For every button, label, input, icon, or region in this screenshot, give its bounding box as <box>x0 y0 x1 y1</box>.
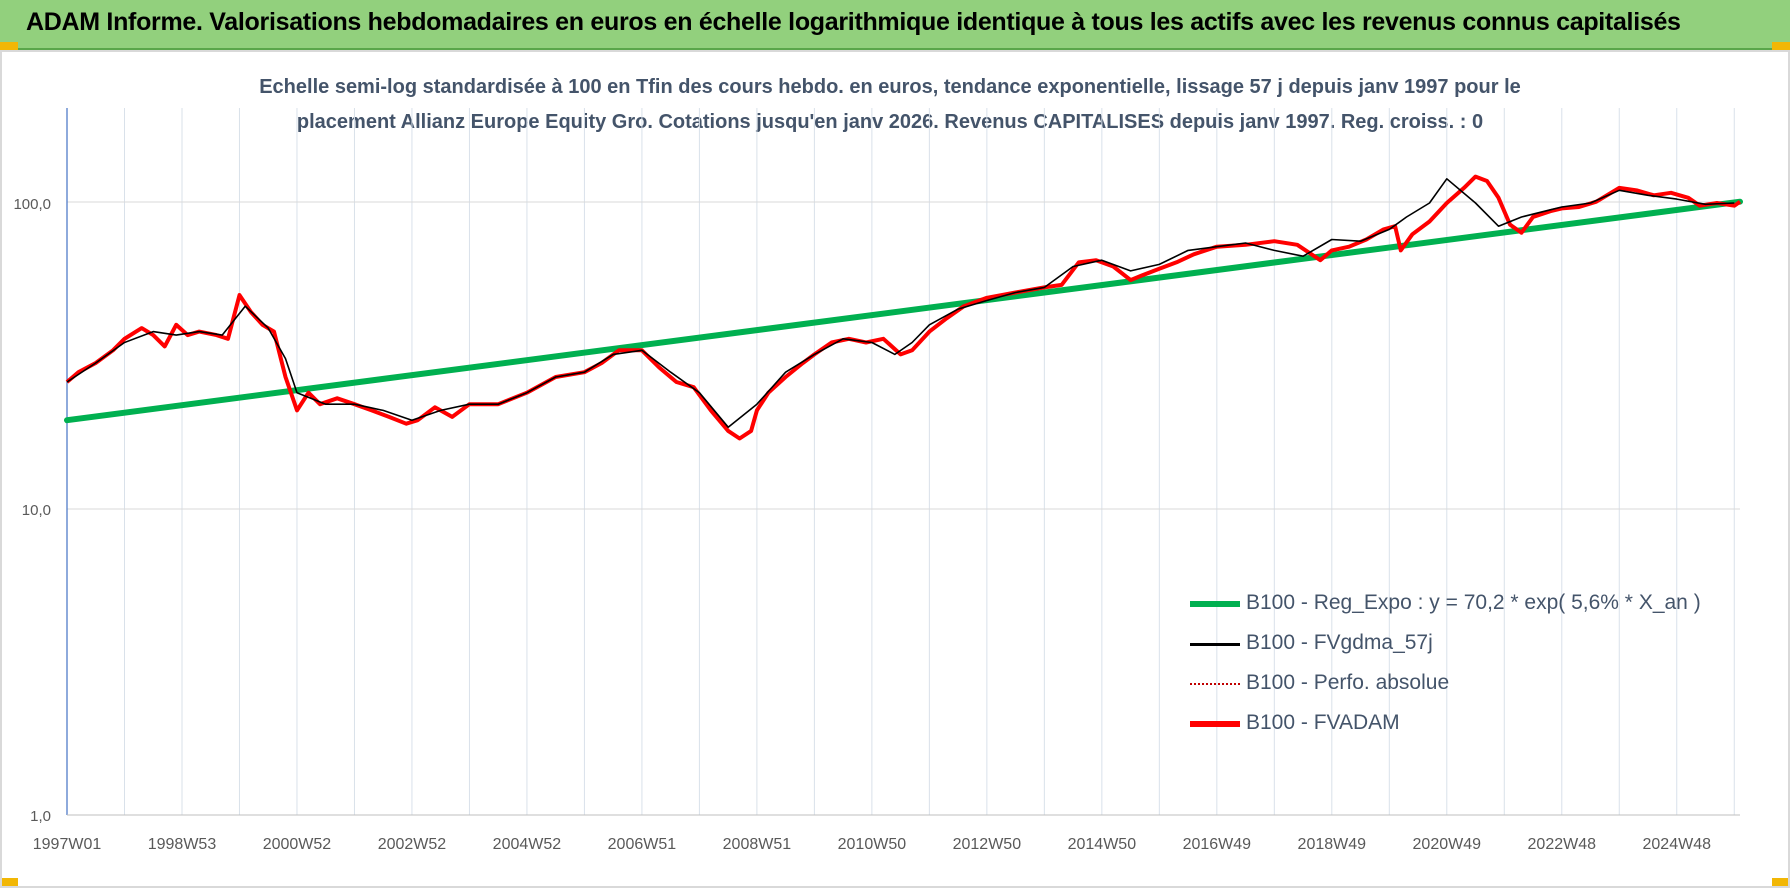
legend-item: B100 - FVADAM <box>1190 705 1710 745</box>
legend-label: B100 - Reg_Expo : y = 70,2 * exp( 5,6% *… <box>1246 591 1701 614</box>
series-line-fvgdma <box>66 178 1735 428</box>
series-line-reg-expo <box>64 198 1743 424</box>
x-tick-label: 2010W50 <box>838 836 907 853</box>
legend-label: B100 - FVgdma_57j <box>1246 631 1433 654</box>
x-tick-label: 2006W51 <box>608 836 677 853</box>
x-tick-label: 2016W49 <box>1183 836 1252 853</box>
legend-swatch <box>1190 683 1240 685</box>
chart-title-line-2: placement Allianz Europe Equity Gro. Cot… <box>296 111 1484 133</box>
x-tick-label: 2012W50 <box>953 836 1022 853</box>
corner-marker <box>1772 42 1790 52</box>
y-tick-label: 1,0 <box>30 808 51 825</box>
chart-title-line-1: Echelle semi-log standardisée à 100 en T… <box>259 76 1521 98</box>
corner-marker <box>1772 878 1790 888</box>
legend-swatch <box>1190 721 1240 727</box>
x-tick-label: 2002W52 <box>378 836 447 853</box>
x-tick-label: 2014W50 <box>1068 836 1137 853</box>
chart-legend: B100 - Reg_Expo : y = 70,2 * exp( 5,6% *… <box>1190 585 1710 745</box>
x-tick-label: 2020W49 <box>1413 836 1482 853</box>
legend-item: B100 - Perfo. absolue <box>1190 665 1710 705</box>
y-tick-label: 100,0 <box>13 196 51 213</box>
chart-frame <box>0 50 1790 888</box>
legend-swatch <box>1190 643 1240 646</box>
y-tick-label: 10,0 <box>22 502 51 519</box>
series-line-fvadam <box>65 174 1742 441</box>
x-tick-label: 2018W49 <box>1298 836 1367 853</box>
legend-item: B100 - Reg_Expo : y = 70,2 * exp( 5,6% *… <box>1190 585 1710 625</box>
legend-label: B100 - FVADAM <box>1246 711 1400 734</box>
x-tick-label: 1998W53 <box>148 836 217 853</box>
legend-item: B100 - FVgdma_57j <box>1190 625 1710 665</box>
title-banner: ADAM Informe. Valorisations hebdomadaire… <box>0 0 1790 50</box>
legend-swatch <box>1190 601 1240 607</box>
corner-marker <box>0 42 18 52</box>
x-tick-label: 1997W01 <box>33 836 102 853</box>
page-title: ADAM Informe. Valorisations hebdomadaire… <box>26 8 1681 36</box>
x-tick-label: 2004W52 <box>493 836 562 853</box>
x-tick-label: 2024W48 <box>1643 836 1712 853</box>
corner-marker <box>0 878 18 888</box>
x-tick-label: 2022W48 <box>1528 836 1597 853</box>
x-tick-label: 2000W52 <box>263 836 332 853</box>
x-tick-label: 2008W51 <box>723 836 792 853</box>
legend-label: B100 - Perfo. absolue <box>1246 671 1450 694</box>
